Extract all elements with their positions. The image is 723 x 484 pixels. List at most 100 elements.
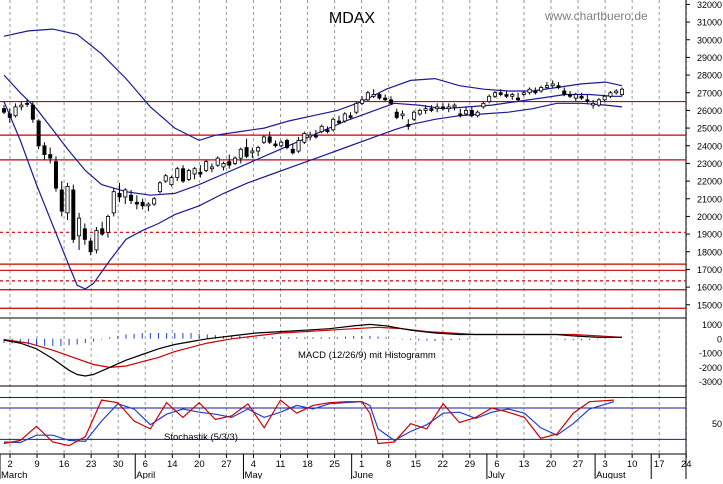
date-tick-label: 27 [573, 459, 584, 470]
candle-body [2, 108, 7, 113]
candle-body [544, 85, 549, 88]
date-tick-label: 15 [410, 459, 421, 470]
date-tick-label: 25 [329, 459, 340, 470]
macd-tick-label: 1000 [702, 320, 722, 330]
macd-tick-label: -3000 [699, 377, 722, 387]
candle-body [400, 113, 405, 117]
candle-body [163, 175, 168, 182]
candle-body [429, 108, 434, 111]
candle-body [388, 99, 393, 104]
price-tick-label: 22000 [697, 177, 722, 187]
candle-body [204, 161, 209, 171]
candle-body [59, 189, 64, 212]
candle-body [498, 92, 503, 95]
candle-body [423, 108, 428, 111]
candle-body [452, 104, 457, 108]
month-label: March [1, 470, 27, 479]
date-tick-label: 16 [59, 459, 70, 470]
candle-body [129, 194, 134, 201]
candle-body [290, 148, 295, 154]
candle-body [481, 102, 486, 108]
candle-body [250, 150, 255, 154]
candle-body [296, 140, 301, 152]
candle-body [123, 189, 128, 198]
price-tick-label: 24000 [697, 141, 722, 151]
candle-body [591, 102, 596, 106]
candle-body [394, 111, 399, 118]
date-tick-label: 20 [546, 459, 557, 470]
candle-body [516, 97, 521, 101]
price-tick-label: 18000 [697, 247, 722, 257]
date-tick-label: 4 [251, 459, 256, 470]
candle-body [568, 94, 573, 97]
candle-body [42, 145, 47, 155]
candle-body [261, 136, 266, 143]
date-tick-label: 8 [386, 459, 391, 470]
candle-body [308, 134, 313, 138]
date-tick-label: 10 [627, 459, 638, 470]
candle-body [100, 228, 105, 235]
date-tick-label: 22 [438, 459, 449, 470]
candle-body [30, 104, 35, 120]
price-tick-label: 26000 [697, 106, 722, 116]
month-label: April [136, 470, 155, 479]
date-tick-label: 14 [167, 459, 178, 470]
price-tick-label: 21000 [697, 194, 722, 204]
candle-body [152, 198, 157, 205]
candle-body [492, 92, 497, 97]
month-label: May [244, 470, 262, 479]
date-tick-label: 18 [302, 459, 313, 470]
candle-body [620, 88, 625, 95]
candle-body [348, 115, 353, 118]
candle-body [186, 170, 191, 180]
candle-body [82, 228, 87, 240]
candle-body [19, 104, 24, 108]
candle-body [215, 157, 220, 166]
stoch-d-line [3, 401, 615, 444]
candle-body [550, 83, 555, 87]
candle-body [469, 110, 474, 117]
date-tick-label: 13 [519, 459, 530, 470]
price-tick-label: 29000 [697, 53, 722, 63]
candle-body [169, 177, 174, 186]
price-tick-label: 23000 [697, 159, 722, 169]
stoch-label: Stochastik (5/3/3) [164, 432, 238, 443]
candle-body [614, 90, 619, 94]
candle-body [198, 171, 203, 175]
watermark-text: www.chartbuero.de [544, 9, 648, 23]
candle-body [146, 203, 151, 207]
candle-body [377, 94, 382, 99]
candle-body [539, 87, 544, 92]
candle-body [175, 168, 180, 178]
price-tick-label: 20000 [697, 212, 722, 222]
candle-body [446, 106, 451, 110]
candle-body [487, 95, 492, 102]
candle-body [36, 120, 41, 147]
candle-body [562, 90, 567, 95]
candle-body [7, 113, 12, 118]
candle-body [105, 216, 110, 233]
candle-body [227, 161, 232, 166]
candle-body [53, 161, 58, 189]
candle-body [111, 191, 116, 214]
macd-line [3, 323, 622, 377]
candle-body [573, 94, 578, 99]
date-tick-label: 2 [7, 459, 12, 470]
candle-body [475, 111, 480, 117]
candle-body [134, 201, 139, 205]
price-tick-label: 31000 [697, 18, 722, 28]
candle-body [556, 85, 561, 88]
date-tick-label: 1 [359, 459, 364, 470]
candle-body [608, 92, 613, 97]
stoch-k-line [3, 399, 614, 447]
candle-body [383, 97, 388, 101]
candle-body [510, 94, 515, 97]
candle-body [440, 106, 445, 110]
macd-tick-label: -1000 [699, 349, 722, 359]
macd-tick-label: 0 [717, 334, 722, 344]
candle-body [319, 125, 324, 133]
candle-body [94, 230, 99, 251]
candle-body [412, 111, 417, 120]
candle-body [521, 92, 526, 95]
